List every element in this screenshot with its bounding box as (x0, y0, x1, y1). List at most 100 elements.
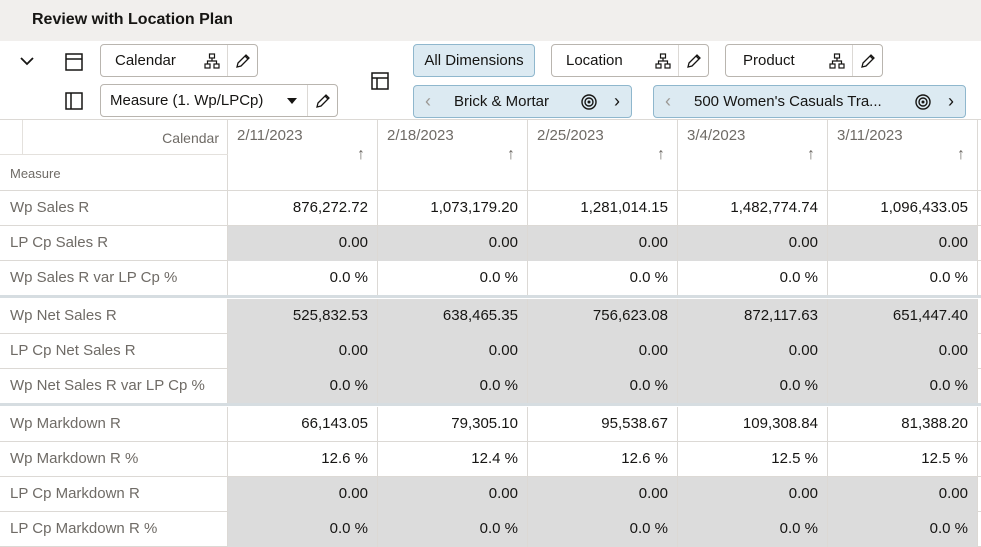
table-cell[interactable]: 0.0 % (828, 261, 978, 296)
table-row: Wp Sales R var LP Cp % 0.0 % 0.0 % 0.0 % 0.0… (0, 261, 981, 296)
table-cell: 0.0 % (528, 512, 678, 547)
measure-axis-label: Measure (10, 166, 61, 181)
table-cell: 0.0 % (228, 369, 378, 404)
column-header-date: 2/25/2023 (537, 127, 604, 144)
table-cell[interactable]: 12.4 % (378, 442, 528, 477)
sort-arrow-icon[interactable]: ↑ (957, 146, 965, 163)
table-cell[interactable]: 0.0 % (228, 261, 378, 296)
product-dimension-button[interactable]: Product (725, 44, 883, 77)
column-header-date: 2/18/2023 (387, 127, 454, 144)
column-layout-icon[interactable] (62, 89, 86, 113)
table-cell[interactable]: 1,073,179.20 (378, 191, 528, 226)
title-bar: Review with Location Plan (0, 0, 981, 41)
table-cell[interactable]: 109,308.84 (678, 407, 828, 442)
table-cell[interactable]: 12.6 % (528, 442, 678, 477)
column-header[interactable]: 3/4/2023 ↑ (678, 120, 828, 191)
row-layout-icon[interactable] (62, 50, 86, 74)
table-cell[interactable]: 0.0 % (528, 261, 678, 296)
corner-divider (22, 120, 23, 154)
table-cell[interactable]: 95,538.67 (528, 407, 678, 442)
sort-arrow-icon[interactable]: ↑ (357, 146, 365, 163)
table-cell[interactable]: 12.6 % (228, 442, 378, 477)
sort-arrow-icon[interactable]: ↑ (507, 146, 515, 163)
table-cell[interactable]: 876,272.72 (228, 191, 378, 226)
row-label[interactable]: LP Cp Net Sales R (0, 334, 228, 369)
row-label[interactable]: Wp Markdown R % (0, 442, 228, 477)
column-header-date: 3/11/2023 (837, 127, 903, 144)
edit-pencil-icon[interactable] (678, 45, 708, 76)
next-product-icon[interactable]: › (948, 91, 954, 111)
row-label[interactable]: LP Cp Markdown R % (0, 512, 228, 547)
calendar-dimension-label: Calendar (115, 52, 176, 69)
calendar-dimension-button[interactable]: Calendar (100, 44, 258, 77)
location-dimension-button[interactable]: Location (551, 44, 709, 77)
hierarchy-icon[interactable] (822, 45, 852, 76)
table-cell[interactable]: 1,096,433.05 (828, 191, 978, 226)
hierarchy-icon[interactable] (648, 45, 678, 76)
table-cell: 0.00 (228, 226, 378, 261)
table-cell[interactable]: 79,305.10 (378, 407, 528, 442)
all-dimensions-button[interactable]: All Dimensions (413, 44, 535, 77)
table-cell: 0.00 (528, 477, 678, 512)
table-cell: 651,447.40 (828, 299, 978, 334)
previous-location-icon[interactable]: ‹ (425, 91, 431, 111)
pivot-swap-icon[interactable] (368, 69, 392, 93)
edit-pencil-icon[interactable] (227, 45, 257, 76)
row-label[interactable]: Wp Net Sales R (0, 299, 228, 334)
table-cell[interactable]: 12.5 % (828, 442, 978, 477)
table-cell: 0.0 % (378, 512, 528, 547)
table-row: LP Cp Sales R 0.00 0.00 0.00 0.00 0.00 (0, 226, 981, 261)
table-cell: 0.00 (228, 477, 378, 512)
data-grid: Calendar Measure 2/11/2023 ↑ 2/18/2023 ↑ 2/2… (0, 120, 981, 547)
table-row: Wp Markdown R 66,143.05 79,305.10 95,538.67… (0, 407, 981, 442)
table-cell: 525,832.53 (228, 299, 378, 334)
table-row: LP Cp Markdown R 0.00 0.00 0.00 0.00 0.00 (0, 477, 981, 512)
edit-pencil-icon[interactable] (852, 45, 882, 76)
column-header-row: Calendar Measure 2/11/2023 ↑ 2/18/2023 ↑ 2/2… (0, 120, 981, 191)
collapse-chevron-icon[interactable] (15, 49, 39, 73)
target-icon[interactable] (909, 93, 937, 110)
pivot-toolbar: Calendar Measure (1. Wp/LPCp) All Dimens… (0, 41, 981, 120)
table-cell[interactable]: 1,482,774.74 (678, 191, 828, 226)
row-label[interactable]: Wp Sales R (0, 191, 228, 226)
table-cell[interactable]: 0.0 % (678, 261, 828, 296)
location-dimension-label: Location (566, 52, 623, 69)
table-cell: 0.0 % (678, 369, 828, 404)
measure-select[interactable]: Measure (1. Wp/LPCp) (100, 84, 338, 117)
previous-product-icon[interactable]: ‹ (665, 91, 671, 111)
table-cell: 0.0 % (828, 512, 978, 547)
row-label[interactable]: Wp Markdown R (0, 407, 228, 442)
table-row: Wp Sales R 876,272.72 1,073,179.20 1,281,01… (0, 191, 981, 226)
table-row: Wp Net Sales R var LP Cp % 0.0 % 0.0 % 0.0 … (0, 369, 981, 404)
table-cell[interactable]: 12.5 % (678, 442, 828, 477)
edit-pencil-icon[interactable] (307, 85, 337, 116)
row-label[interactable]: LP Cp Markdown R (0, 477, 228, 512)
table-cell: 0.00 (528, 334, 678, 369)
table-cell[interactable]: 1,281,014.15 (528, 191, 678, 226)
row-label[interactable]: LP Cp Sales R (0, 226, 228, 261)
table-row: Wp Markdown R % 12.6 % 12.4 % 12.6 % 12.5 % 1… (0, 442, 981, 477)
dropdown-caret-icon[interactable] (277, 85, 307, 116)
sort-arrow-icon[interactable]: ↑ (807, 146, 815, 163)
table-cell: 0.00 (828, 334, 978, 369)
column-header-date: 2/11/2023 (237, 127, 303, 144)
hierarchy-icon[interactable] (197, 45, 227, 76)
target-icon[interactable] (575, 93, 603, 110)
table-cell[interactable]: 81,388.20 (828, 407, 978, 442)
sort-arrow-icon[interactable]: ↑ (657, 146, 665, 163)
all-dimensions-label: All Dimensions (424, 52, 524, 69)
row-label[interactable]: Wp Net Sales R var LP Cp % (0, 369, 228, 404)
table-cell: 872,117.63 (678, 299, 828, 334)
row-label[interactable]: Wp Sales R var LP Cp % (0, 261, 228, 296)
table-cell: 638,465.35 (378, 299, 528, 334)
column-header[interactable]: 3/11/2023 ↑ (828, 120, 978, 191)
column-header[interactable]: 2/18/2023 ↑ (378, 120, 528, 191)
table-cell[interactable]: 0.0 % (378, 261, 528, 296)
location-current-value: Brick & Mortar (454, 93, 550, 110)
table-cell: 0.0 % (828, 369, 978, 404)
column-header[interactable]: 2/11/2023 ↑ (228, 120, 378, 191)
location-navigator: ‹ Brick & Mortar › (413, 85, 632, 118)
column-header[interactable]: 2/25/2023 ↑ (528, 120, 678, 191)
table-cell[interactable]: 66,143.05 (228, 407, 378, 442)
next-location-icon[interactable]: › (614, 91, 620, 111)
